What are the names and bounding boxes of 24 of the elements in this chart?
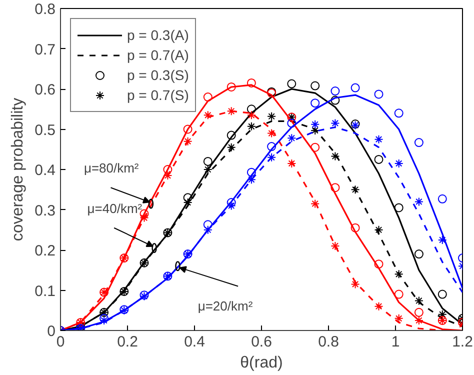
legend-label: p = 0.7(S): [127, 87, 189, 103]
legend-label: p = 0.7(A): [127, 47, 189, 63]
annotation: μ=80/km²: [84, 160, 140, 176]
y-axis-title: coverage probability: [10, 98, 27, 242]
annotation: μ=20/km²: [198, 298, 254, 314]
y-tick-label: 0: [47, 323, 56, 340]
x-tick-label: 0.4: [184, 334, 205, 350]
y-tick-label: 0.5: [34, 122, 56, 139]
y-tick-label: 0.7: [34, 41, 56, 58]
y-tick-label: 0.2: [34, 242, 56, 260]
y-tick-label: 0.4: [34, 162, 56, 179]
x-tick-label: 0.6: [251, 334, 272, 350]
y-tick-label: 0.6: [34, 82, 56, 98]
x-tick-label: 1.2: [452, 334, 473, 350]
x-tick-label: 0.2: [117, 334, 138, 350]
annotation: μ=40/km²: [87, 200, 143, 216]
x-tick-label: 0.8: [318, 334, 339, 350]
x-tick-label: 1: [391, 334, 400, 350]
y-tick-label: 0.8: [34, 1, 56, 18]
legend-label: p = 0.3(S): [127, 67, 189, 83]
x-axis-title: θ(rad): [240, 354, 283, 372]
y-tick-label: 0.3: [34, 202, 56, 220]
y-tick-label: 0.1: [34, 282, 56, 300]
legend-label: p = 0.3(A): [127, 27, 189, 43]
